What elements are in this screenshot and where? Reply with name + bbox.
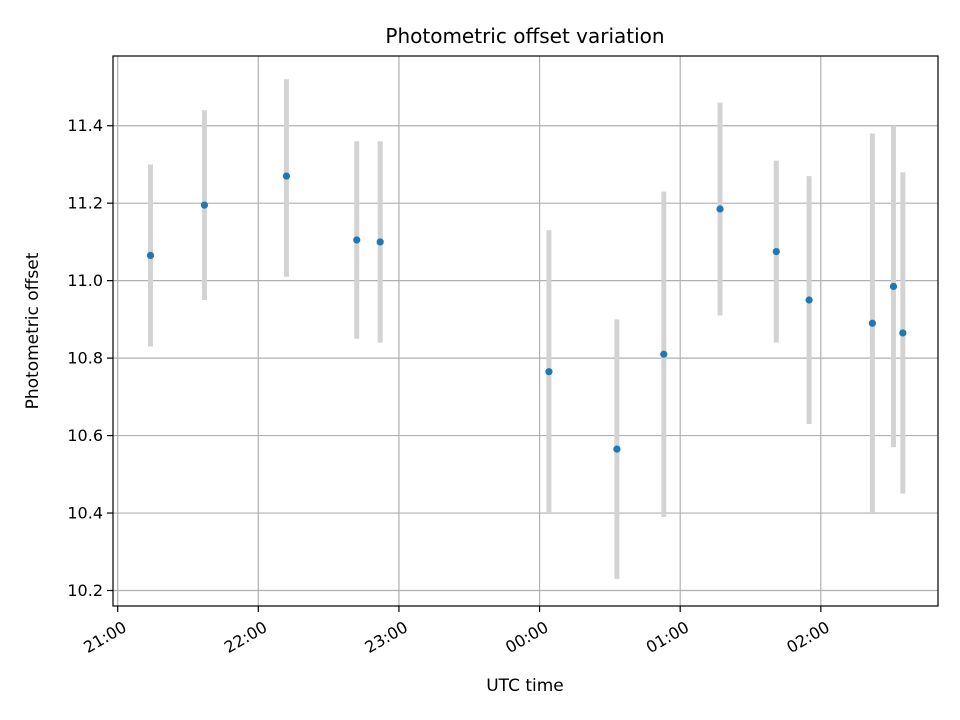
- y-axis-label: Photometric offset: [23, 252, 43, 409]
- data-point: [146, 251, 155, 260]
- data-point: [772, 247, 780, 256]
- y-axis-ticks: 10.2 10.4 10.6 10.8 11.0 11.2 11.4: [67, 116, 113, 600]
- data-point: [353, 236, 361, 244]
- y-tick-label: 11.4: [67, 116, 103, 135]
- data-point: [889, 282, 898, 291]
- plot-area: [113, 56, 938, 606]
- data-point: [716, 205, 724, 213]
- y-tick-label: 10.2: [67, 581, 103, 600]
- y-tick-label: 10.6: [67, 426, 103, 445]
- data-point: [899, 329, 907, 337]
- y-tick-label: 10.8: [67, 349, 103, 368]
- data-point: [376, 238, 384, 246]
- chart-title: Photometric offset variation: [385, 24, 664, 48]
- data-point: [282, 172, 291, 180]
- data-point: [613, 445, 621, 453]
- data-point: [805, 296, 813, 304]
- data-point: [200, 201, 209, 209]
- data-point: [660, 350, 668, 358]
- data-points: [146, 172, 907, 453]
- y-tick-label: 10.4: [67, 504, 103, 523]
- y-tick-label: 11.2: [67, 194, 103, 213]
- x-axis-label: UTC time: [486, 676, 564, 696]
- y-tick-label: 11.0: [67, 271, 103, 290]
- data-point: [545, 368, 553, 376]
- grid: [113, 56, 938, 606]
- plot-frame: [112, 55, 939, 607]
- data-point: [868, 319, 876, 327]
